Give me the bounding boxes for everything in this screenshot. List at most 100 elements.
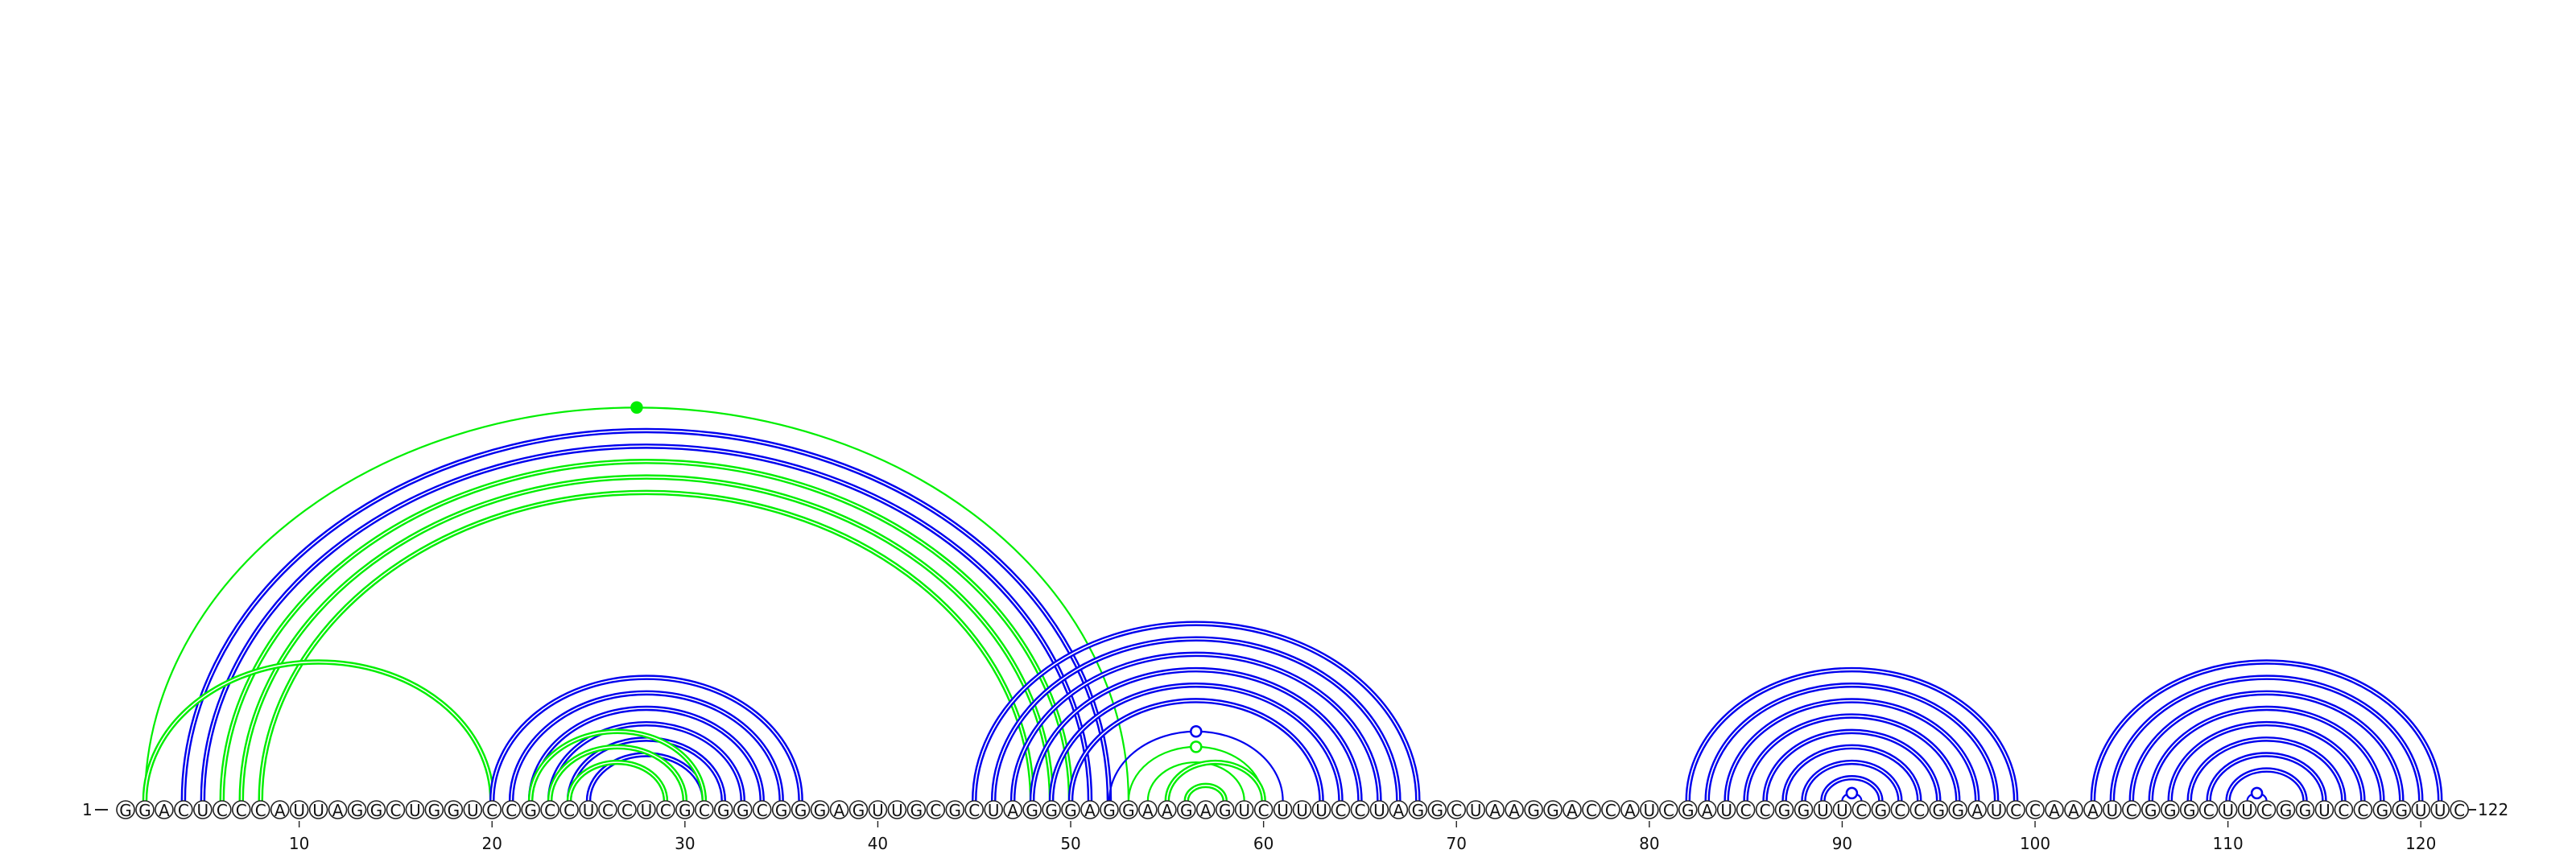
nucleotide-letter: U [2415,801,2427,820]
nucleotide-9: A [270,800,290,820]
nucleotide-letter: G [1682,801,1695,820]
nucleotide-circle [1215,800,1235,819]
nucleotide-94: C [1909,800,1930,820]
nucleotide-letter: C [2203,801,2215,820]
nucleotide-circle [1119,800,1138,819]
nucleotide-letter: A [1200,801,1212,820]
nucleotide-letter: U [2241,801,2253,820]
nucleotide-letter: C [699,801,710,820]
nucleotide-34: C [752,800,772,820]
nucleotide-circle [212,800,232,819]
nucleotide-circle [1234,800,1254,819]
nucleotide-88: G [1794,800,1814,820]
nucleotide-letter: C [660,801,671,820]
arc-gap-107-117 [2169,723,2364,802]
nucleotide-circle [155,800,174,819]
nucleotide-circle [926,800,946,819]
nucleotide-letter: C [1663,801,1674,820]
nucleotide-65: C [1350,800,1370,820]
nucleotide-52: G [1100,800,1119,820]
nucleotide-7: C [231,800,251,820]
nucleotide-67: A [1389,800,1409,820]
nucleotide-letter: C [2338,801,2349,820]
nucleotide-letter: U [891,801,903,820]
nucleotide-circle [386,800,406,819]
arc-gap-110-114 [2227,769,2306,802]
nucleotide-circle [2314,800,2334,819]
nucleotide-101: A [2045,800,2064,820]
arc-gap-85-96 [1744,715,1959,802]
nucleotide-circle [231,800,251,819]
nucleotide-circle [1890,800,1910,819]
nucleotide-circle [2334,800,2354,819]
nucleotide-39: G [848,800,869,820]
nucleotide-letter: A [1702,801,1713,820]
nucleotide-84: U [1716,800,1736,820]
nucleotide-letter: C [544,801,555,820]
nucleotide-61: U [1273,800,1293,820]
nucleotide-circle [1273,800,1293,819]
arc-blue-109-115 [2206,752,2327,802]
nucleotide-circle [1697,800,1717,819]
nucleotide-110: U [2218,800,2238,820]
nucleotide-letter: G [717,801,730,820]
nucleotide-105: C [2122,800,2141,820]
nucleotide-circle [945,800,965,819]
nucleotide-66: U [1369,800,1389,820]
nucleotide-19: U [463,800,483,820]
nucleotide-letter: C [2010,801,2021,820]
nucleotide-circle [347,800,367,819]
nucleotide-circle [810,800,830,819]
nucleotide-circle [1080,800,1100,819]
nucleotide-circle [1774,800,1794,819]
arc-blue-4-52 [180,427,1113,802]
nucleotide-circle [964,800,985,819]
nucleotide-93: C [1890,800,1910,820]
nucleotide-letter: C [968,801,980,820]
nucleotide-99: C [2006,800,2025,820]
nucleotide-circle [2256,800,2277,819]
nucleotide-62: U [1292,800,1312,820]
nucleotide-76: A [1563,800,1582,820]
nucleotide-circle [2276,800,2296,819]
nucleotide-111: U [2237,800,2257,820]
arc-green-56-58 [1183,782,1228,802]
nucleotide-circle [579,800,598,819]
nucleotide-53: G [1119,800,1138,820]
arc-blue-82-99 [1685,666,2019,802]
nucleotide-circle [2179,800,2199,819]
nucleotide-letter: G [119,801,132,820]
tick-label-40: 40 [868,834,888,853]
nucleotide-circle [2198,800,2219,819]
tick-label-60: 60 [1253,834,1274,853]
nucleotide-47: A [1003,800,1022,820]
nucleotide-letter: C [930,801,941,820]
nucleotide-circle [2122,800,2141,819]
arc-gap-55-60 [1166,761,1265,802]
nucleotide-circle [1061,800,1080,819]
nucleotide-letter: G [138,801,151,820]
nucleotide-85: C [1736,800,1756,820]
nucleotide-89: U [1813,800,1833,820]
nucleotide-circle [1582,800,1601,819]
nucleotide-circle [2045,800,2064,819]
nucleotide-circle [733,800,753,819]
nucleotide-51: A [1080,800,1100,820]
arc-green-54-59 [1146,761,1245,802]
nucleotide-letter: U [1817,801,1829,820]
nucleotide-circle [1427,800,1447,819]
nucleotide-letter: G [1951,801,1964,820]
nucleotide-letter: U [872,801,884,820]
nucleotide-letter: A [1007,801,1018,820]
nucleotide-circle [463,800,483,819]
nucleotide-letter: C [2029,801,2041,820]
arc-gap-106-118 [2150,707,2384,802]
arc-apex-marker-53-60 [1190,740,1203,753]
tick-label-90: 90 [1832,834,1852,853]
nucleotide-letter: G [1180,801,1193,820]
nucleotide-circle [1620,800,1640,819]
arc-gap-8-48 [259,491,1033,802]
nucleotide-83: A [1697,800,1717,820]
nucleotide-letter: A [1624,801,1636,820]
nucleotide-letter: A [1489,801,1501,820]
